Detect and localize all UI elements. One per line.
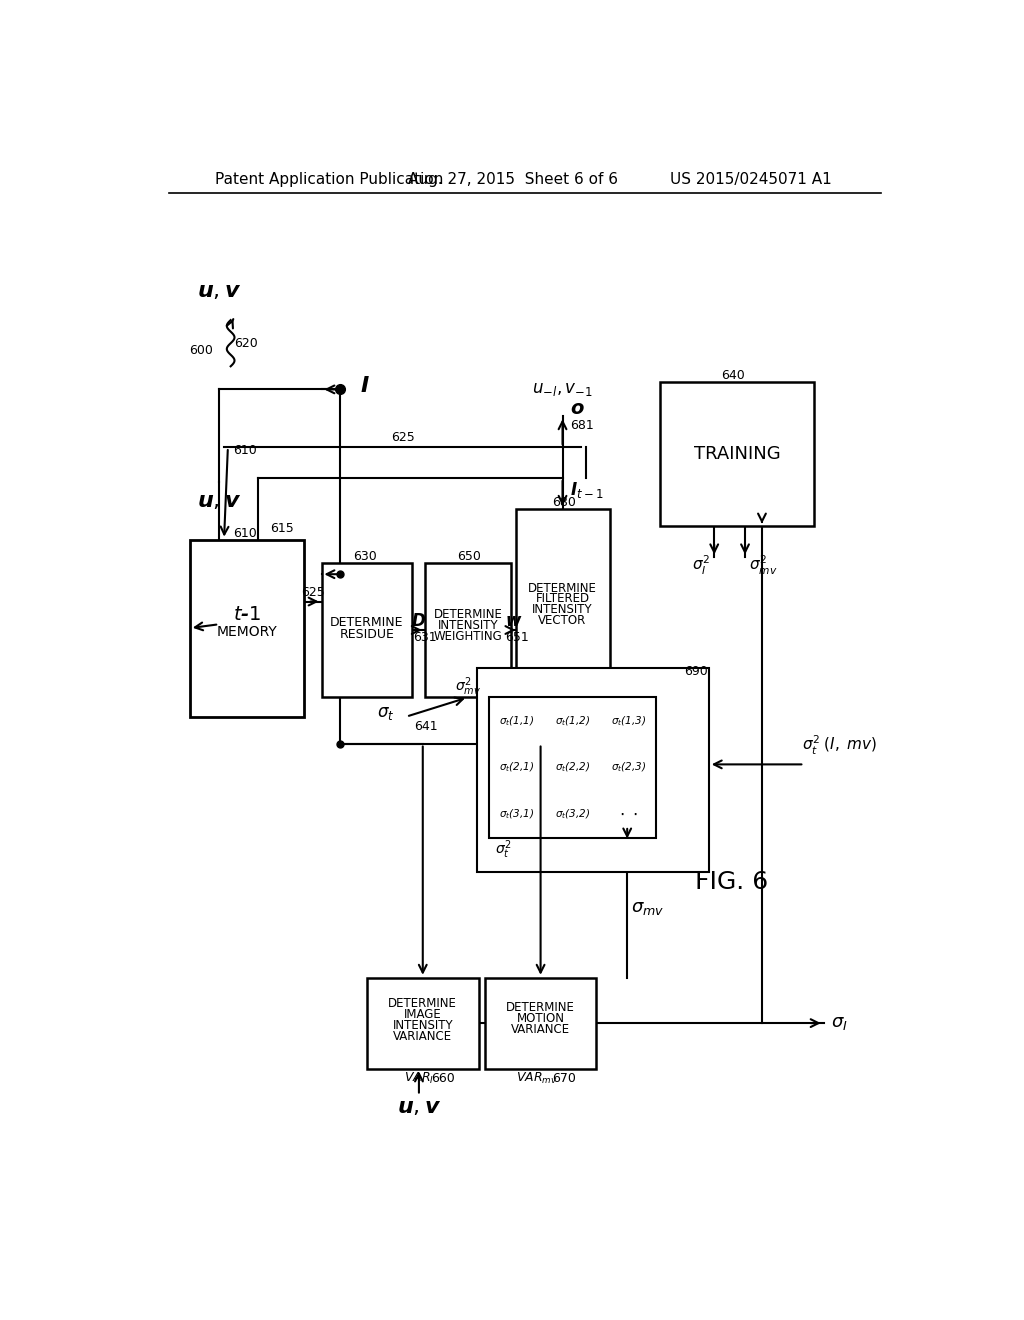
Text: Patent Application Publication: Patent Application Publication [215, 172, 443, 186]
Text: $\sigma_t$(1,2): $\sigma_t$(1,2) [555, 714, 590, 727]
Text: $\boldsymbol{D}$: $\boldsymbol{D}$ [411, 611, 426, 630]
Text: $\sigma_{mv}$: $\sigma_{mv}$ [631, 899, 665, 916]
Text: VECTOR: VECTOR [539, 614, 587, 627]
Text: VARIANCE: VARIANCE [511, 1023, 570, 1036]
Text: VAR$_I$: VAR$_I$ [403, 1071, 434, 1086]
Text: 650: 650 [458, 550, 481, 564]
Text: $\sigma^2_{mv}$: $\sigma^2_{mv}$ [455, 676, 481, 698]
Text: 610: 610 [233, 445, 257, 458]
Text: $\sigma_t$(1,1): $\sigma_t$(1,1) [499, 714, 535, 727]
Text: 681: 681 [570, 418, 594, 432]
Text: IMAGE: IMAGE [403, 1008, 441, 1022]
Text: $\sigma_t$(3,1): $\sigma_t$(3,1) [499, 808, 535, 821]
Text: MOTION: MOTION [516, 1012, 564, 1026]
Bar [189, 540, 304, 717]
Text: DETERMINE: DETERMINE [388, 998, 457, 1010]
Text: $\sigma_t$: $\sigma_t$ [377, 704, 394, 722]
Text: INTENSITY: INTENSITY [392, 1019, 453, 1032]
Text: VARIANCE: VARIANCE [393, 1030, 453, 1043]
Text: US 2015/0245071 A1: US 2015/0245071 A1 [670, 172, 831, 186]
Text: TRAINING: TRAINING [694, 445, 780, 463]
Text: $\boldsymbol{u,v}$: $\boldsymbol{u,v}$ [197, 281, 242, 301]
Text: DETERMINE: DETERMINE [330, 616, 403, 628]
Text: $\boldsymbol{o}$: $\boldsymbol{o}$ [570, 399, 585, 418]
Text: $\boldsymbol{I}$: $\boldsymbol{I}$ [359, 376, 370, 396]
Text: $\sigma^2_{mv}$: $\sigma^2_{mv}$ [749, 553, 777, 577]
Text: $\boldsymbol{u,v}$: $\boldsymbol{u,v}$ [197, 491, 242, 511]
Bar [660, 381, 814, 527]
Text: $\sigma^2_t\;(\mathit{I},\;\mathit{mv})$: $\sigma^2_t\;(\mathit{I},\;\mathit{mv})$ [802, 734, 877, 756]
Text: $\sigma_t$(2,2): $\sigma_t$(2,2) [555, 760, 590, 775]
Text: $\sigma_t$(2,1): $\sigma_t$(2,1) [499, 760, 535, 775]
Text: $\boldsymbol{I}_{t-1}$: $\boldsymbol{I}_{t-1}$ [570, 479, 604, 499]
Bar [425, 562, 511, 697]
Text: 680: 680 [552, 496, 577, 510]
Text: 630: 630 [353, 550, 377, 564]
Bar [322, 562, 413, 697]
Text: $\sigma_t$(1,3): $\sigma_t$(1,3) [611, 714, 646, 727]
Text: $\sigma^2_t$: $\sigma^2_t$ [495, 838, 511, 861]
Bar [488, 697, 656, 838]
Text: DETERMINE: DETERMINE [528, 582, 597, 594]
Text: $\sigma_t$(3,2): $\sigma_t$(3,2) [555, 808, 590, 821]
Text: 640: 640 [722, 370, 745, 381]
Text: $\cdot\;\cdot$: $\cdot\;\cdot$ [620, 805, 638, 824]
Text: INTENSITY: INTENSITY [532, 603, 593, 616]
Text: 690: 690 [684, 665, 708, 678]
Text: 615: 615 [269, 521, 294, 535]
Text: 625: 625 [391, 432, 415, 445]
Text: 660: 660 [431, 1072, 455, 1085]
Text: DETERMINE: DETERMINE [506, 1001, 575, 1014]
Text: DETERMINE: DETERMINE [433, 609, 502, 622]
Text: 620: 620 [234, 337, 258, 350]
Text: $\sigma_I$: $\sigma_I$ [831, 1014, 848, 1032]
Text: MEMORY: MEMORY [216, 624, 278, 639]
Text: Aug. 27, 2015  Sheet 6 of 6: Aug. 27, 2015 Sheet 6 of 6 [408, 172, 617, 186]
Bar [484, 978, 596, 1069]
Text: 641: 641 [414, 721, 437, 733]
Text: VAR$_{mv}$: VAR$_{mv}$ [516, 1071, 558, 1086]
Text: $\sigma_t$(2,3): $\sigma_t$(2,3) [611, 760, 646, 775]
Text: 670: 670 [552, 1072, 575, 1085]
Text: FIG. 6: FIG. 6 [694, 870, 768, 894]
Text: INTENSITY: INTENSITY [437, 619, 498, 632]
Text: 625: 625 [301, 586, 325, 599]
Bar [515, 508, 609, 717]
Bar [367, 978, 478, 1069]
Text: RESIDUE: RESIDUE [340, 628, 394, 642]
Text: $\boldsymbol{u_{-l},v_{-1}}$: $\boldsymbol{u_{-l},v_{-1}}$ [532, 380, 593, 399]
Text: WEIGHTING: WEIGHTING [433, 630, 502, 643]
Text: $\sigma^2_I$: $\sigma^2_I$ [692, 553, 711, 577]
Text: 631: 631 [413, 631, 436, 644]
Text: $t$-$1$: $t$-$1$ [232, 605, 261, 624]
Bar [477, 668, 709, 873]
Text: $\boldsymbol{u,v}$: $\boldsymbol{u,v}$ [396, 1097, 441, 1117]
Text: 610: 610 [233, 527, 257, 540]
Text: 600: 600 [189, 345, 213, 358]
Text: FILTERED: FILTERED [536, 593, 590, 606]
Text: 651: 651 [505, 631, 529, 644]
Text: $\boldsymbol{w}$: $\boldsymbol{w}$ [505, 611, 522, 630]
